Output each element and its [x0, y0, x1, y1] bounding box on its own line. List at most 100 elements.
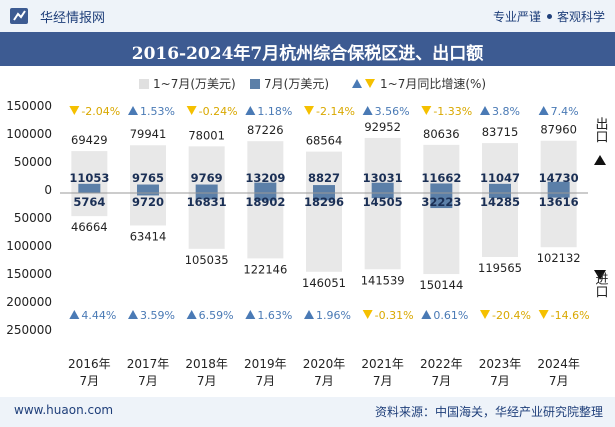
- bar-export-month: [371, 182, 394, 190]
- y-tick-label: 200000: [6, 295, 52, 309]
- growth-value: 1.63%: [257, 309, 292, 322]
- value-labels: 69429 11053 5764 46664 79941 9765 9720 63414 780…: [69, 120, 580, 292]
- growth-value: -0.31%: [375, 309, 414, 322]
- up-triangle-icon: [421, 310, 432, 319]
- bar-export-cumulative: [71, 151, 108, 190]
- label-import-cumulative: 105035: [185, 253, 229, 267]
- x-tick-label: 2022年: [420, 357, 463, 371]
- label-export-cumulative: 92952: [364, 120, 401, 134]
- label-export-cumulative: 68564: [306, 134, 343, 148]
- bar-export-cumulative: [364, 137, 401, 190]
- export-side-label: 出口: [593, 117, 608, 165]
- x-tick-label: 2017年: [127, 357, 170, 371]
- growth-value: 3.56%: [375, 105, 410, 118]
- up-triangle-icon: [128, 106, 138, 115]
- label-import-month: 16831: [187, 195, 227, 209]
- label-import-month: 5764: [73, 195, 105, 209]
- label-export-month: 9769: [191, 171, 223, 185]
- label-import-month: 32223: [421, 195, 461, 209]
- bar-import-month: [78, 190, 101, 194]
- bar-export-month: [489, 183, 511, 190]
- bar-export-cumulative: [247, 141, 284, 190]
- up-triangle-icon: [304, 310, 314, 319]
- legend-cum-label: 1~7月(万美元): [153, 77, 236, 91]
- label-import-month: 9720: [132, 195, 164, 209]
- x-tick-label: 2016年: [68, 357, 111, 371]
- y-tick-label: 50000: [14, 155, 52, 169]
- growth-value: -14.6%: [551, 309, 590, 322]
- up-triangle-icon: [245, 310, 256, 319]
- down-triangle-icon: [480, 310, 490, 319]
- x-tick-label: 2021年: [361, 357, 404, 371]
- header-tags: 专业严谨 客观科学: [493, 8, 605, 25]
- label-export-cumulative: 78001: [188, 128, 225, 142]
- label-export-cumulative: 87960: [540, 123, 577, 137]
- label-export-month: 11662: [421, 171, 461, 185]
- x-tick-label: 7月: [138, 374, 158, 388]
- down-triangle-icon: [538, 310, 549, 319]
- x-tick-label: 7月: [80, 374, 100, 388]
- bar-export-month: [195, 184, 218, 190]
- bar-export-month: [78, 183, 101, 190]
- x-tick-label: 7月: [432, 374, 452, 388]
- down-arrow-icon: [594, 270, 606, 280]
- up-triangle-icon: [362, 106, 373, 115]
- bar-export-cumulative: [482, 143, 518, 190]
- x-tick-label: 7月: [549, 374, 569, 388]
- up-triangle-icon: [538, 106, 549, 115]
- tag-professional: 专业严谨: [492, 10, 541, 24]
- up-triangle-icon: [480, 106, 490, 115]
- down-triangle-icon: [362, 310, 373, 319]
- label-import-cumulative: 102132: [537, 251, 581, 265]
- label-export-month: 13031: [363, 171, 403, 185]
- label-export-cumulative: 79941: [130, 127, 167, 141]
- x-tick-label: 7月: [256, 374, 276, 388]
- bar-import-cumulative: [540, 190, 577, 248]
- down-triangle-icon: [421, 106, 432, 115]
- growth-value: 4.44%: [81, 309, 116, 322]
- growth-value: -2.04%: [81, 105, 120, 118]
- site-url: www.huaon.com: [14, 403, 114, 417]
- label-import-month: 13616: [539, 195, 579, 209]
- x-tick-label: 2019年: [244, 357, 287, 371]
- x-tick-label: 7月: [490, 374, 510, 388]
- legend-up-triangle-icon: [352, 79, 362, 88]
- y-tick-label: 50000: [14, 211, 52, 225]
- bar-export-month: [313, 185, 335, 190]
- bar-import-month: [254, 190, 277, 201]
- label-import-cumulative: 122146: [243, 262, 287, 276]
- y-tick-label: 150000: [6, 99, 52, 113]
- legend-growth-label: 1~7月同比增速(%): [380, 77, 486, 91]
- bar-import-cumulative: [364, 190, 401, 270]
- bar-export-month: [430, 183, 453, 190]
- bar-export-cumulative: [306, 151, 342, 190]
- label-import-month: 18296: [304, 195, 344, 209]
- import-label-text: 进口: [593, 272, 609, 298]
- up-triangle-icon: [69, 310, 80, 319]
- footer-bar: [0, 397, 615, 427]
- bar-export-cumulative: [423, 144, 460, 190]
- label-import-month: 18902: [245, 195, 285, 209]
- label-export-cumulative: 80636: [423, 127, 460, 141]
- legend-cum-swatch: [139, 79, 149, 89]
- x-tick-label: 7月: [373, 374, 393, 388]
- growth-value: 1.18%: [257, 105, 292, 118]
- bar-import-month: [489, 190, 511, 198]
- label-export-cumulative: 69429: [71, 133, 108, 147]
- growth-value: 0.61%: [433, 309, 468, 322]
- bars: [71, 137, 577, 275]
- up-triangle-icon: [128, 310, 138, 319]
- bar-import-cumulative: [71, 190, 108, 217]
- label-export-cumulative: 83715: [482, 125, 519, 139]
- y-tick-label: 150000: [6, 267, 52, 281]
- bar-import-month: [371, 190, 394, 199]
- bar-export-month: [254, 182, 277, 190]
- down-triangle-icon: [304, 106, 314, 115]
- label-import-cumulative: 146051: [302, 276, 346, 290]
- brand-name: 华经情报网: [40, 11, 106, 26]
- label-export-month: 13209: [245, 171, 285, 185]
- growth-value: 1.96%: [316, 309, 351, 322]
- x-tick-label: 2023年: [479, 357, 522, 371]
- tag-objective: 客观科学: [556, 10, 605, 24]
- label-import-cumulative: 150144: [419, 278, 463, 292]
